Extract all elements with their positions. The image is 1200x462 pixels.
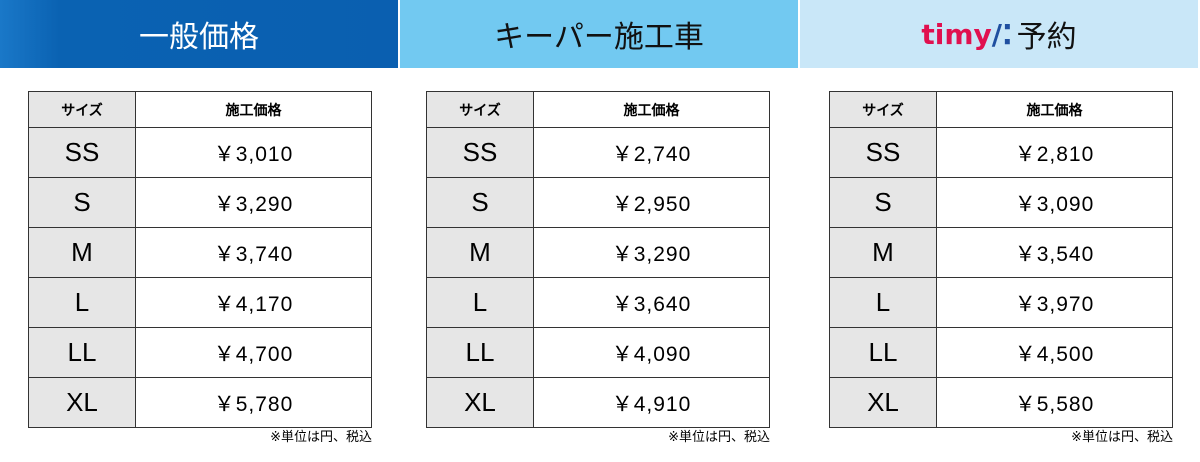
- price-cell: ￥3,290: [533, 227, 770, 278]
- table-row: L ￥3,640: [426, 277, 770, 328]
- size-cell: XL: [426, 377, 534, 428]
- size-cell: M: [426, 227, 534, 278]
- table-row: S ￥3,090: [829, 177, 1173, 228]
- table-header-row: サイズ 施工価格: [426, 91, 770, 128]
- header-title: 予約: [1016, 20, 1077, 55]
- table-header-row: サイズ 施工価格: [28, 91, 372, 128]
- size-cell: L: [426, 277, 534, 328]
- price-cell: ￥3,540: [936, 227, 1173, 278]
- price-cell: ￥4,090: [533, 327, 770, 378]
- size-cell: M: [829, 227, 937, 278]
- size-cell: XL: [829, 377, 937, 428]
- timy-logo: timy/⁚: [921, 17, 1013, 51]
- price-cell: ￥2,950: [533, 177, 770, 228]
- price-cell: ￥4,910: [533, 377, 770, 428]
- table-row: M ￥3,740: [28, 227, 372, 278]
- size-cell: M: [28, 227, 136, 278]
- size-cell: LL: [829, 327, 937, 378]
- price-header: 施工価格: [135, 91, 372, 128]
- price-header: 施工価格: [936, 91, 1173, 128]
- table-header-row: サイズ 施工価格: [829, 91, 1173, 128]
- table-row: LL ￥4,090: [426, 327, 770, 378]
- header-title: 一般価格: [139, 20, 259, 55]
- unit-note: ※単位は円、税込: [1071, 430, 1173, 445]
- size-cell: S: [426, 177, 534, 228]
- table-row: XL ￥5,580: [829, 377, 1173, 428]
- unit-note: ※単位は円、税込: [270, 430, 372, 445]
- price-cell: ￥2,810: [936, 127, 1173, 178]
- table-row: XL ￥4,910: [426, 377, 770, 428]
- header-title: キーパー施工車: [494, 20, 704, 55]
- size-cell: LL: [426, 327, 534, 378]
- table-row: LL ￥4,500: [829, 327, 1173, 378]
- table-row: M ￥3,290: [426, 227, 770, 278]
- size-cell: SS: [829, 127, 937, 178]
- price-cell: ￥4,700: [135, 327, 372, 378]
- header-timy-price: timy/⁚ 予約: [800, 0, 1198, 68]
- table-row: S ￥3,290: [28, 177, 372, 228]
- header-general-price: 一般価格: [0, 0, 398, 68]
- table-row: XL ￥5,780: [28, 377, 372, 428]
- price-header: 施工価格: [533, 91, 770, 128]
- size-header: サイズ: [829, 91, 937, 128]
- price-cell: ￥4,500: [936, 327, 1173, 378]
- price-cell: ￥3,970: [936, 277, 1173, 328]
- table-row: M ￥3,540: [829, 227, 1173, 278]
- table-row: LL ￥4,700: [28, 327, 372, 378]
- size-header: サイズ: [426, 91, 534, 128]
- price-cell: ￥2,740: [533, 127, 770, 178]
- price-cell: ￥3,090: [936, 177, 1173, 228]
- size-cell: SS: [426, 127, 534, 178]
- size-cell: S: [28, 177, 136, 228]
- price-cell: ￥5,580: [936, 377, 1173, 428]
- size-header: サイズ: [28, 91, 136, 128]
- price-cell: ￥5,780: [135, 377, 372, 428]
- price-cell: ￥3,740: [135, 227, 372, 278]
- table-row: SS ￥2,810: [829, 127, 1173, 178]
- header-keeper-price: キーパー施工車: [400, 0, 798, 68]
- price-table-keeper: サイズ 施工価格 SS ￥2,740 S ￥2,950 M ￥3,290 L ￥3,640 LL ￥4…: [426, 91, 770, 428]
- price-table-general: サイズ 施工価格 SS ￥3,010 S ￥3,290 M ￥3,740 L ￥4,170 LL ￥4…: [28, 91, 372, 428]
- table-row: L ￥3,970: [829, 277, 1173, 328]
- size-cell: SS: [28, 127, 136, 178]
- table-row: SS ￥2,740: [426, 127, 770, 178]
- size-cell: XL: [28, 377, 136, 428]
- size-cell: S: [829, 177, 937, 228]
- price-cell: ￥3,290: [135, 177, 372, 228]
- size-cell: L: [829, 277, 937, 328]
- price-cell: ￥4,170: [135, 277, 372, 328]
- table-row: SS ￥3,010: [28, 127, 372, 178]
- price-cell: ￥3,010: [135, 127, 372, 178]
- unit-note: ※単位は円、税込: [668, 430, 770, 445]
- table-row: L ￥4,170: [28, 277, 372, 328]
- table-row: S ￥2,950: [426, 177, 770, 228]
- price-cell: ￥3,640: [533, 277, 770, 328]
- size-cell: L: [28, 277, 136, 328]
- price-table-timy: サイズ 施工価格 SS ￥2,810 S ￥3,090 M ￥3,540 L ￥3,970 LL ￥4…: [829, 91, 1173, 428]
- size-cell: LL: [28, 327, 136, 378]
